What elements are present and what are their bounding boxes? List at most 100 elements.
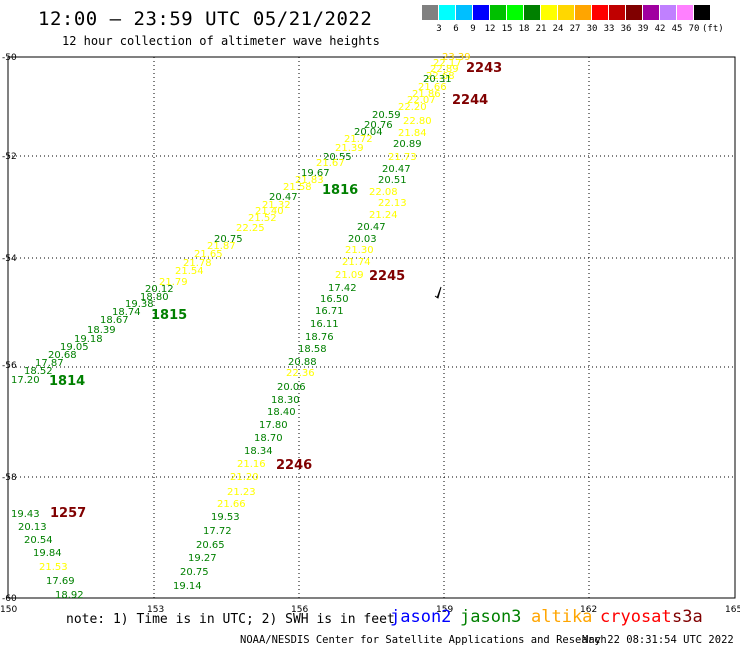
x-tick-label: 153 [147, 605, 164, 615]
scale-swatch [439, 5, 456, 20]
track-label: 2246 [276, 458, 312, 473]
wave-height-value: 20.04 [354, 127, 383, 138]
y-tick-label: -60 [2, 594, 17, 604]
wave-height-value: 19.05 [60, 342, 89, 353]
wave-height-value: 18.52 [24, 366, 53, 377]
wave-height-value: 22.68 [426, 71, 455, 82]
wave-height-value: 22.13 [378, 198, 407, 209]
track-label: 2244 [452, 93, 488, 108]
wave-height-value: 17.80 [259, 420, 288, 431]
scale-swatch [694, 5, 711, 20]
wave-height-value: 21.54 [175, 266, 204, 277]
scale-swatch [456, 5, 473, 20]
y-tick-label: -50 [2, 53, 17, 63]
scale-label: 12 [484, 24, 496, 34]
y-tick-label: -56 [2, 361, 17, 371]
scale-swatch [643, 5, 660, 20]
scale-swatch [592, 5, 609, 20]
scale-label: 45 [671, 24, 683, 34]
wave-height-value: 17.20 [11, 375, 40, 386]
wave-height-value: 21.20 [230, 472, 259, 483]
wave-height-value: 21.65 [194, 249, 223, 260]
scale-swatch [660, 5, 677, 20]
wave-height-value: 20.88 [288, 357, 317, 368]
x-tick-label: 150 [0, 605, 17, 615]
wave-height-value: 21.09 [335, 270, 364, 281]
wave-height-value: 18.30 [271, 395, 300, 406]
wave-height-value: 20.76 [364, 120, 393, 131]
scale-label: 6 [453, 24, 459, 34]
island-outline [434, 286, 442, 299]
wave-height-value: 22.08 [369, 187, 398, 198]
wave-height-value: 21.66 [418, 82, 447, 93]
wave-height-value: 22.20 [398, 102, 427, 113]
wave-height-value: 22.07 [407, 95, 436, 106]
wave-height-value: 22.80 [403, 116, 432, 127]
wave-height-value: 21.84 [398, 128, 427, 139]
axis-tick-labels: 150 153 156 159 162 165 -50 -52 -54 -56 -58 -60 [0, 53, 740, 615]
wave-height-value: 21.83 [295, 175, 324, 186]
track-label: 1815 [151, 308, 187, 323]
scale-label: (ft) [702, 24, 724, 34]
scale-label: 27 [569, 24, 581, 34]
y-tick-label: -58 [2, 473, 17, 483]
scale-label: 24 [552, 24, 564, 34]
scale-label: 33 [603, 24, 615, 34]
legend-jason3: jason3 [460, 607, 522, 627]
legend-jason2: jason2 [390, 607, 452, 627]
wave-height-value: 18.76 [305, 332, 334, 343]
scale-swatch [541, 5, 558, 20]
track-label: 2243 [466, 61, 502, 76]
wave-height-value: 19.43 [11, 509, 40, 520]
scale-swatch [677, 5, 694, 20]
wave-height-value: 16.50 [320, 294, 349, 305]
track-label: 2245 [369, 269, 405, 284]
wave-height-values: 23.3922.1722.8922.6820.3121.6621.8622.07… [11, 52, 471, 601]
wave-height-value: 21.40 [255, 206, 284, 217]
scale-label: 39 [637, 24, 649, 34]
footer-note: note: 1) Time is in UTC; 2) SWH is in fe… [66, 612, 395, 627]
wave-height-value: 21.53 [39, 562, 68, 573]
wave-height-value: 23.39 [442, 52, 471, 63]
wave-height-color-scale: 3 6 9 12 15 18 21 24 27 30 33 36 39 42 45 70 (ft) [422, 5, 724, 34]
wave-height-value: 20.47 [269, 192, 298, 203]
map-frame [7, 56, 736, 599]
y-tick-label: -52 [2, 152, 17, 162]
wave-height-value: 20.89 [393, 139, 422, 150]
track-label: 1814 [49, 374, 85, 389]
scale-label: 15 [501, 24, 513, 34]
wave-height-value: 20.75 [180, 567, 209, 578]
track-labels: 2243 2244 2245 2246 1257 1816 1815 1814 [49, 61, 502, 521]
wave-height-value: 20.06 [277, 382, 306, 393]
wave-height-value: 21.32 [262, 200, 291, 211]
wave-height-value: 22.25 [236, 223, 265, 234]
wave-height-value: 17.87 [35, 358, 64, 369]
color-scale-labels: 3 6 9 12 15 18 21 24 27 30 33 36 39 42 45 70 (ft) [422, 24, 740, 38]
wave-height-value: 16.11 [310, 319, 339, 330]
wave-height-value: 18.40 [267, 407, 296, 418]
wave-height-value: 17.72 [203, 526, 232, 537]
wave-height-value: 20.13 [18, 522, 47, 533]
x-tick-label: 165 [725, 605, 740, 615]
footer-timestamp: May 22 08:31:54 UTC 2022 [582, 634, 734, 646]
scale-swatch [490, 5, 507, 20]
scale-swatch [558, 5, 575, 20]
wave-height-value: 19.18 [74, 334, 103, 345]
wave-height-value: 21.16 [237, 459, 266, 470]
legend-altika: altika [531, 607, 593, 627]
track-label: 1257 [50, 506, 86, 521]
scale-label: 70 [688, 24, 700, 34]
wave-height-value: 20.65 [196, 540, 225, 551]
scale-label: 30 [586, 24, 598, 34]
wave-height-value: 21.39 [335, 143, 364, 154]
footer-credit: NOAA/NESDIS Center for Satellite Applica… [240, 634, 607, 646]
wave-height-value: 21.79 [159, 277, 188, 288]
wave-height-value: 22.89 [430, 64, 459, 75]
track-label: 1816 [322, 183, 358, 198]
wave-height-value: 18.74 [112, 307, 141, 318]
scale-swatch [507, 5, 524, 20]
wave-height-value: 18.80 [140, 292, 169, 303]
wave-height-value: 18.92 [55, 590, 84, 601]
wave-height-value: 17.42 [328, 283, 357, 294]
